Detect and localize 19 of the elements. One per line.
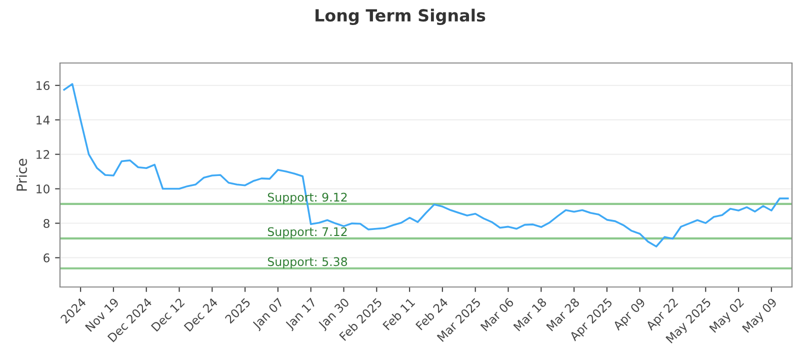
y-tick-label: 16 <box>36 81 50 90</box>
x-tick-label: Jan 17 <box>284 298 318 332</box>
x-tick-label: Apr 09 <box>612 297 648 332</box>
x-tick-label: Mar 18 <box>513 297 548 332</box>
y-tick-label: 12 <box>36 150 50 159</box>
y-tick-label: 8 <box>44 218 50 228</box>
ref-line-label: Support: 5.38 <box>268 257 348 268</box>
x-tick-label: Dec 12 <box>150 298 185 332</box>
x-tick-label: Mar 06 <box>480 297 514 332</box>
y-tick-label: 10 <box>36 184 50 194</box>
line-series <box>63 83 789 248</box>
x-tick-label: Jan 07 <box>252 298 286 332</box>
chart-title: Long Term Signals <box>316 8 486 26</box>
y-tick-label: 6 <box>44 253 50 262</box>
y-tick-label: 14 <box>36 116 50 124</box>
x-tick-label: Feb 11 <box>382 297 416 330</box>
ref-line-label: Support: 7.12 <box>268 227 347 238</box>
y-axis-title: Price <box>16 158 28 191</box>
x-tick-label: Dec 24 <box>184 297 218 332</box>
